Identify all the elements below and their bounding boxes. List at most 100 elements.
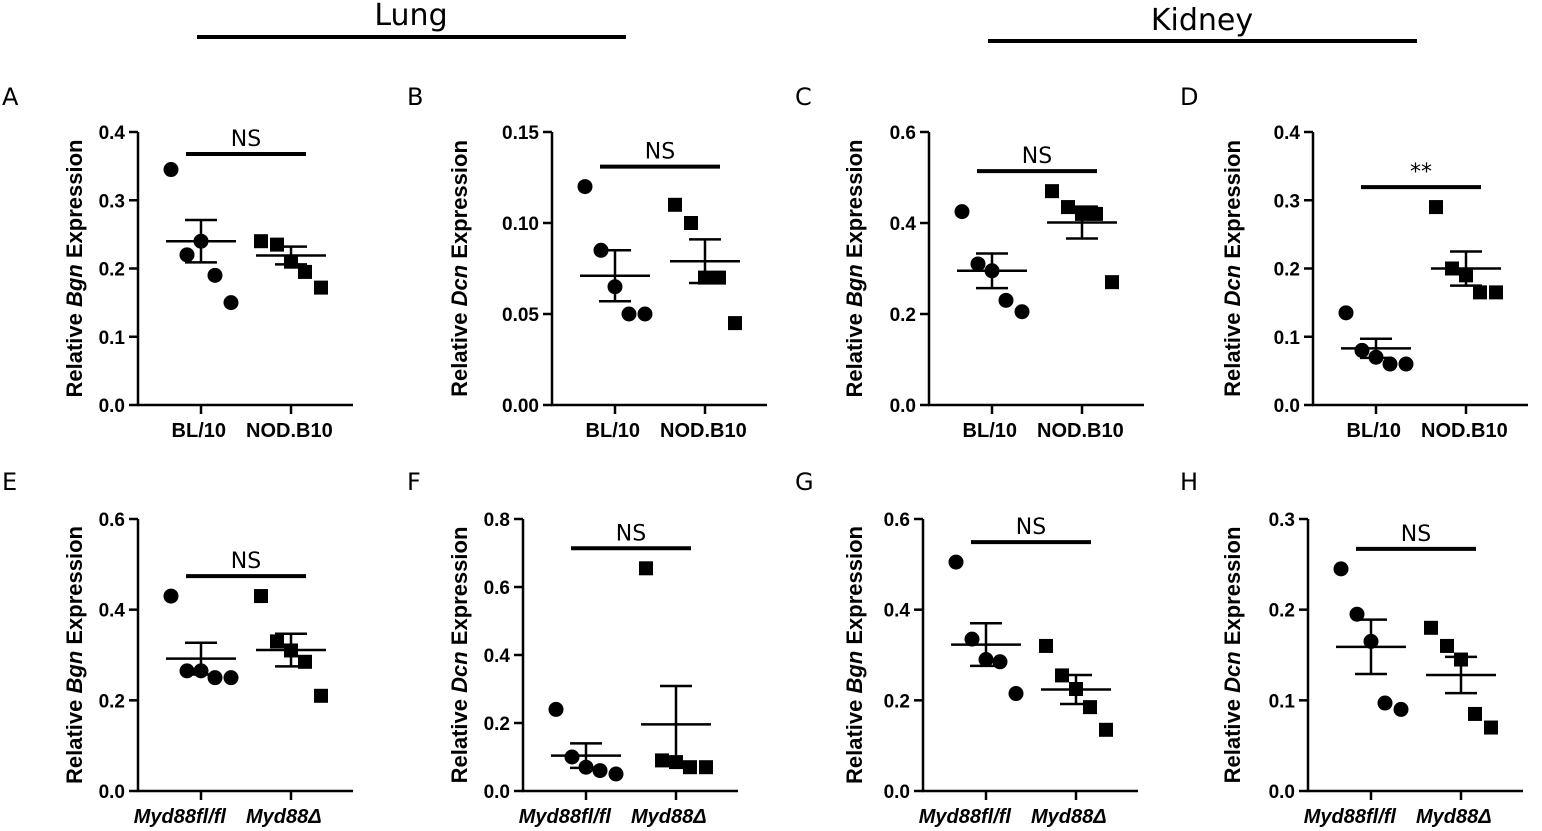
data-point-square <box>1468 706 1482 721</box>
x-category-label: BL/10 <box>586 420 640 442</box>
data-point-square <box>1484 720 1498 735</box>
data-point-square <box>1429 200 1443 215</box>
y-axis-label-prefix: Relative <box>1220 693 1245 784</box>
x-category-label: NOD.B10 <box>1421 420 1508 442</box>
y-axis-label-suffix: Expression <box>62 526 87 651</box>
panel-f: F 0.0 0.2 0.4 0.6 0.8 Myd88fl/fl Myd88Δ Relative… <box>407 468 738 828</box>
y-axis-label-gene: Bgn <box>62 651 87 694</box>
x-category-label: BL/10 <box>172 420 226 442</box>
panel-letter: F <box>407 468 421 496</box>
y-axis-label: Relative Bgn Expression <box>62 140 87 398</box>
y-axis-label-suffix: Expression <box>62 140 87 265</box>
data-point-circle <box>1349 606 1365 622</box>
panel-c: C 0.0 0.2 0.4 0.6 BL/10 NOD.B10 Relative Bgn Ex… <box>795 83 1144 442</box>
panel-h: H 0.0 0.1 0.2 0.3 Myd88fl/fl Myd88Δ Relative Dc… <box>1180 468 1523 828</box>
y-axis-label-prefix: Relative <box>447 306 472 397</box>
x-category-label: BL/10 <box>1347 420 1401 442</box>
y-axis-label: Relative Bgn Expression <box>842 140 867 398</box>
data-point-square <box>669 755 683 770</box>
significance-label: ** <box>1410 160 1432 185</box>
data-point-circle <box>637 306 653 322</box>
data-point-circle <box>1377 695 1393 711</box>
panel-a: A 0.0 0.1 0.2 0.3 0.4 BL/10 NOD.B10 Relative Bgn… <box>2 83 353 442</box>
y-tick-label: 0.00 <box>502 396 539 417</box>
y-tick-label: 0.15 <box>502 123 539 144</box>
data-point-square <box>254 589 268 604</box>
data-point-square <box>1424 620 1438 635</box>
y-axis-label: Relative Dcn Expression <box>447 527 472 784</box>
data-point-circle <box>607 279 623 295</box>
x-category-label: Myd88Δ <box>1031 806 1107 828</box>
y-axis-label-suffix: Expression <box>842 140 867 265</box>
x-category-label: Myd88fl/fl <box>134 806 227 828</box>
y-axis-label-gene: Dcn <box>1220 265 1245 307</box>
data-point-circle <box>978 652 994 668</box>
y-tick-label: 0.1 <box>99 328 126 349</box>
data-point-circle <box>1354 342 1370 358</box>
y-tick-label: 0.2 <box>484 714 510 735</box>
data-point-square <box>639 561 653 576</box>
y-axis-label: Relative Bgn Expression <box>62 526 87 784</box>
data-point-circle <box>964 631 980 647</box>
panel-letter: A <box>2 83 19 111</box>
data-point-square <box>1099 722 1113 737</box>
data-point-square <box>655 753 669 768</box>
data-point-square <box>712 270 726 285</box>
y-tick-label: 0.1 <box>1269 691 1296 712</box>
panel-d: D 0.0 0.1 0.2 0.3 0.4 BL/10 NOD.B10 Relative Dcn… <box>1180 83 1528 442</box>
data-point-circle <box>984 263 1000 279</box>
data-point-circle <box>1363 633 1379 649</box>
y-axis-label-gene: Dcn <box>1220 651 1245 693</box>
y-tick-label: 0.2 <box>890 305 916 326</box>
data-point-circle <box>621 306 637 322</box>
data-point-square <box>1055 668 1069 683</box>
data-point-square <box>728 316 742 331</box>
data-point-circle <box>1393 701 1409 717</box>
data-point-square <box>1459 268 1473 283</box>
data-point-square <box>1473 285 1487 300</box>
data-point-circle <box>1398 356 1414 372</box>
panel-b: B 0.00 0.05 0.10 0.15 BL/10 NOD.B10 Relative Dc… <box>407 83 767 442</box>
data-point-circle <box>193 663 209 679</box>
panel-letter: E <box>2 468 17 496</box>
y-axis-label-suffix: Expression <box>1220 140 1245 265</box>
y-tick-label: 0.0 <box>884 782 910 803</box>
data-point-circle <box>992 654 1008 670</box>
data-point-square <box>1069 682 1083 696</box>
data-point-circle <box>1008 686 1024 702</box>
data-point-circle <box>948 554 964 570</box>
data-point-circle <box>593 242 609 258</box>
panel-letter: D <box>1180 83 1198 111</box>
y-tick-label: 0.2 <box>99 260 125 281</box>
data-point-circle <box>179 663 195 679</box>
x-category-label: Myd88fl/fl <box>519 806 612 828</box>
y-tick-label: 0.2 <box>884 691 910 712</box>
data-point-circle <box>608 766 624 782</box>
data-point-square <box>254 234 268 249</box>
data-point-square <box>1089 206 1103 221</box>
x-category-label: BL/10 <box>963 420 1017 442</box>
header-kidney: Kidney <box>988 3 1417 43</box>
panel-e: E 0.0 0.2 0.4 0.6 Myd88fl/fl Myd88Δ Relative Bg… <box>2 468 353 828</box>
x-category-label: Myd88fl/fl <box>1304 806 1397 828</box>
data-point-circle <box>163 588 179 604</box>
y-tick-label: 0.0 <box>99 396 125 417</box>
data-point-circle <box>223 670 239 686</box>
data-point-circle <box>207 267 223 283</box>
data-point-square <box>1445 261 1459 276</box>
data-point-circle <box>548 701 564 717</box>
y-tick-label: 0.05 <box>502 305 539 326</box>
y-tick-label: 0.4 <box>484 646 511 667</box>
panel-letter: C <box>795 83 812 111</box>
y-axis-label-suffix: Expression <box>447 527 472 652</box>
data-point-circle <box>223 295 239 311</box>
y-tick-label: 0.6 <box>484 578 510 599</box>
y-axis-label-prefix: Relative <box>447 693 472 784</box>
y-tick-label: 0.10 <box>502 214 539 235</box>
y-tick-label: 0.4 <box>890 214 917 235</box>
x-category-label: Myd88Δ <box>631 806 707 828</box>
significance-label: NS <box>231 127 261 152</box>
y-axis-label-suffix: Expression <box>842 526 867 651</box>
y-axis-label-gene: Bgn <box>842 264 867 307</box>
data-point-square <box>1489 285 1503 300</box>
